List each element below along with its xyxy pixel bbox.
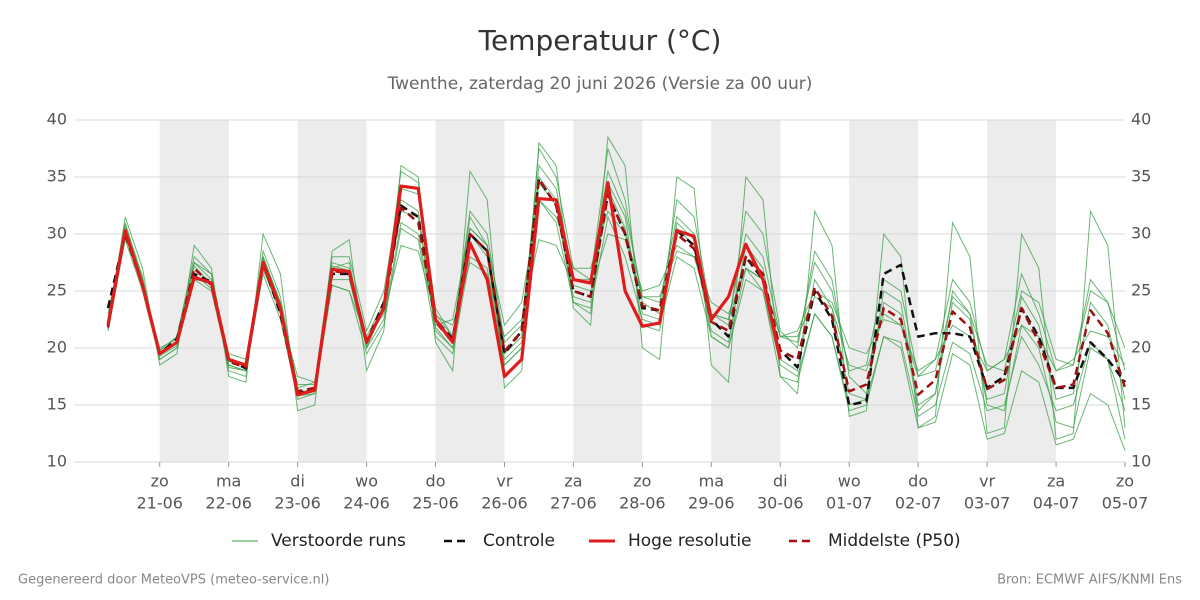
- ensemble-line: [107, 164, 1126, 389]
- y2-tick-label: 40: [1131, 110, 1151, 129]
- y-tick-label: 20: [47, 338, 67, 357]
- x-tick-day: zo: [1116, 472, 1134, 491]
- x-tick-day: zo: [633, 472, 651, 491]
- x-tick-date: 24-06: [343, 494, 390, 513]
- x-tick-date: 30-06: [757, 494, 804, 513]
- y2-tick-label: 20: [1131, 338, 1151, 357]
- x-tick-day: ma: [699, 472, 724, 491]
- x-tick-day: vr: [979, 472, 995, 491]
- y2-tick-label: 25: [1131, 281, 1151, 300]
- y2-tick-label: 15: [1131, 395, 1151, 414]
- chart-title: Temperatuur (°C): [478, 24, 722, 57]
- x-tick-date: 02-07: [895, 494, 942, 513]
- x-tick-day: ma: [216, 472, 241, 491]
- legend-label: Verstoorde runs: [271, 531, 406, 551]
- legend-label: Hoge resolutie: [628, 531, 752, 551]
- y-tick-label: 25: [47, 281, 67, 300]
- y2-tick-label: 35: [1131, 167, 1151, 186]
- x-tick-date: 29-06: [688, 494, 735, 513]
- x-tick-day: zo: [151, 472, 169, 491]
- y-tick-label: 40: [47, 110, 67, 129]
- x-tick-date: 03-07: [964, 494, 1011, 513]
- x-tick-day: di: [773, 472, 788, 491]
- x-tick-date: 25-06: [412, 494, 459, 513]
- x-tick-date: 22-06: [205, 494, 252, 513]
- y-tick-label: 30: [47, 224, 67, 243]
- x-tick-date: 01-07: [826, 494, 873, 513]
- footer-right: Bron: ECMWF AIFS/KNMI Ens: [997, 573, 1182, 588]
- y-tick-label: 10: [47, 452, 67, 471]
- chart-subtitle: Twenthe, zaterdag 20 juni 2026 (Versie z…: [387, 74, 813, 94]
- x-tick-date: 28-06: [619, 494, 666, 513]
- y-tick-label: 15: [47, 395, 67, 414]
- x-tick-date: 26-06: [481, 494, 528, 513]
- x-tick-date: 04-07: [1033, 494, 1080, 513]
- ensemble-line: [107, 181, 1126, 451]
- legend-label: Middelste (P50): [828, 531, 961, 551]
- x-tick-date: 05-07: [1102, 494, 1149, 513]
- x-tick-date: 27-06: [550, 494, 597, 513]
- x-tick-day: za: [1047, 472, 1065, 491]
- x-tick-day: wo: [355, 472, 378, 491]
- series-line: [106, 178, 1126, 407]
- ensemble-line: [107, 135, 1126, 440]
- footer-left: Gegenereerd door MeteoVPS (meteo-service…: [18, 573, 329, 588]
- y-tick-label: 35: [47, 167, 67, 186]
- x-tick-day: wo: [838, 472, 861, 491]
- x-tick-day: do: [426, 472, 446, 491]
- x-tick-day: vr: [496, 472, 512, 491]
- y2-tick-label: 10: [1131, 452, 1151, 471]
- x-tick-date: 21-06: [136, 494, 183, 513]
- legend-label: Controle: [483, 531, 555, 551]
- x-tick-date: 23-06: [274, 494, 321, 513]
- x-tick-day: do: [908, 472, 928, 491]
- x-tick-day: za: [564, 472, 582, 491]
- y2-tick-label: 30: [1131, 224, 1151, 243]
- series-line: [106, 181, 782, 397]
- x-tick-day: di: [290, 472, 305, 491]
